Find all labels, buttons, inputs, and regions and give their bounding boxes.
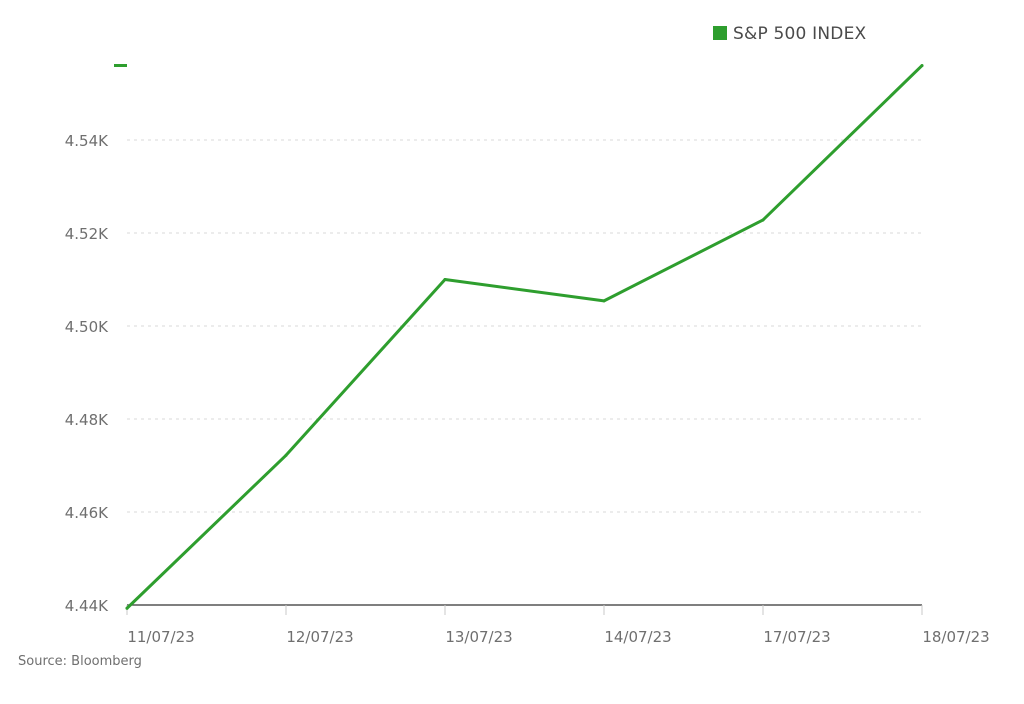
data-point (602, 299, 606, 303)
y-tick-label: 4.44K (65, 597, 109, 615)
series-marker-dash (114, 64, 127, 67)
x-tick-label: 18/07/23 (922, 628, 989, 646)
x-tick-label: 11/07/23 (127, 628, 194, 646)
source-note: Source: Bloomberg (18, 654, 142, 669)
data-point (761, 218, 765, 222)
x-axis: 11/07/23 12/07/23 13/07/23 14/07/23 17/07/23… (126, 604, 990, 646)
series-line (125, 64, 924, 610)
y-tick-label: 4.54K (65, 132, 109, 150)
series-group (125, 64, 924, 610)
grid-lines (127, 139, 922, 513)
legend-swatch (713, 26, 727, 40)
y-tick-label: 4.50K (65, 318, 109, 336)
data-point (920, 64, 924, 68)
data-point (284, 453, 288, 457)
data-point (443, 278, 447, 281)
legend-label: S&P 500 INDEX (733, 24, 867, 44)
y-tick-label: 4.46K (65, 504, 109, 522)
y-axis: 4.44K 4.46K 4.48K 4.50K 4.52K 4.54K (65, 132, 109, 615)
legend: S&P 500 INDEX (114, 24, 867, 67)
y-tick-label: 4.52K (65, 225, 109, 243)
x-tick-label: 14/07/23 (604, 628, 671, 646)
y-tick-label: 4.48K (65, 411, 109, 429)
x-tick-label: 12/07/23 (286, 628, 353, 646)
data-point (125, 606, 129, 610)
x-tick-label: 13/07/23 (445, 628, 512, 646)
x-tick-label: 17/07/23 (763, 628, 830, 646)
